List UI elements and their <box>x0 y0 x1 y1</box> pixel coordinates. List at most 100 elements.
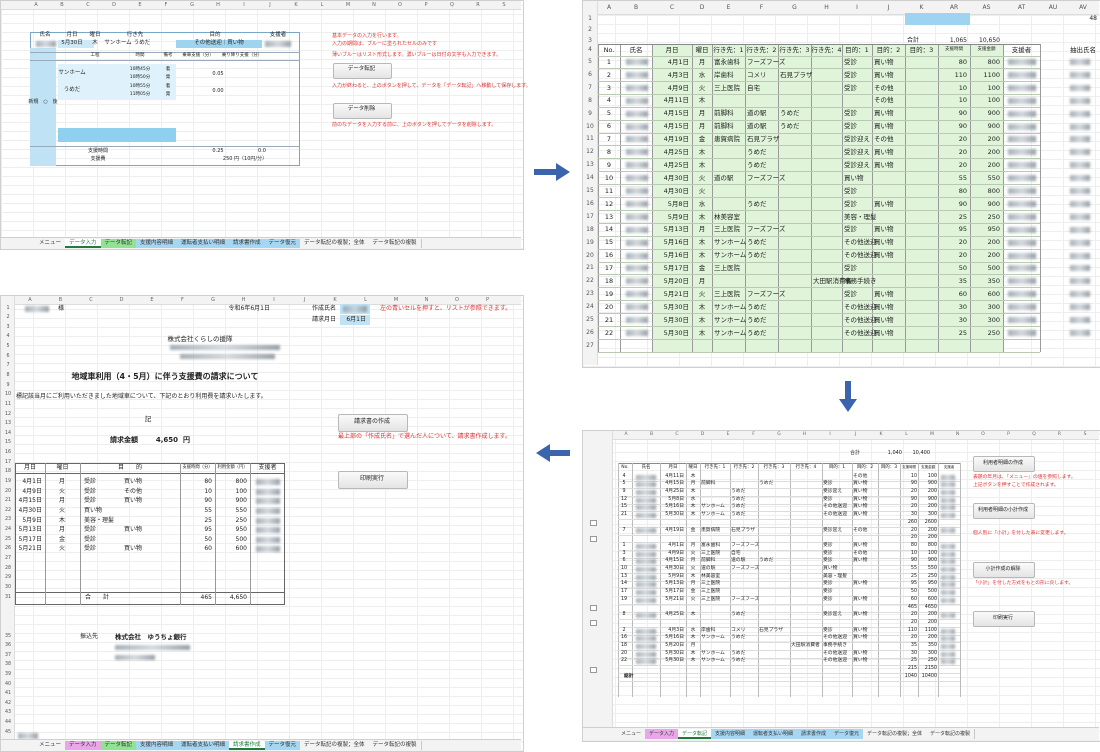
cell-text: 20 <box>910 535 917 541</box>
cell-text: 4月3日 <box>667 70 689 79</box>
sheet-tab[interactable]: 請求書作成 <box>229 239 266 248</box>
sheet-tab[interactable]: 運転者支払い明細 <box>177 741 230 750</box>
cell-text: 5月17日 <box>663 264 689 273</box>
cell-text: その他送迎 <box>844 251 877 260</box>
cell-text: うめだ <box>731 489 746 494</box>
row-number: 29 <box>4 575 12 581</box>
sheet-tab[interactable]: 運転者支払い明細 <box>749 729 798 739</box>
cell-text: 買い物 <box>874 160 894 169</box>
cell-text: 買い物 <box>874 238 894 247</box>
column-rule <box>852 463 853 697</box>
sheet-tab[interactable]: データ入力 <box>645 729 679 739</box>
redacted-name <box>941 559 955 565</box>
column-rule <box>620 44 621 352</box>
cell-text: 19 <box>604 289 614 298</box>
row-rule <box>598 56 1040 57</box>
sheet-tab[interactable]: メニュー <box>35 239 66 248</box>
cell-text: 20 <box>958 238 967 247</box>
button[interactable] <box>973 503 1035 519</box>
sheet-tab[interactable]: メニュー <box>617 729 646 739</box>
sheet-tab[interactable]: データ入力 <box>65 741 102 750</box>
sheet-tab[interactable]: データ転記の複製 <box>368 741 422 750</box>
column-letter: C <box>669 4 675 11</box>
sheet-tab[interactable]: データ入力 <box>65 239 102 248</box>
sheet-tab[interactable]: データ転記の複製；全体 <box>300 741 370 750</box>
cell-text: 木 <box>698 160 706 169</box>
sheet-tab[interactable]: データ復元 <box>264 239 301 248</box>
row-rule <box>618 619 960 621</box>
sheet-tab[interactable]: 請求書作成 <box>229 741 266 750</box>
column-letter: O <box>981 431 985 437</box>
button-label[interactable]: データ削除 <box>347 106 376 113</box>
redacted-name <box>1070 317 1090 323</box>
column-rule <box>250 463 251 605</box>
button[interactable] <box>333 103 392 119</box>
cell-text: うめだ <box>731 512 746 518</box>
sheet-tab[interactable]: データ復元 <box>264 741 301 750</box>
sheet-tab[interactable]: 支援内容明細 <box>711 729 750 739</box>
column-rule <box>970 44 971 352</box>
row-rule <box>598 184 1040 186</box>
cell-text: 12 <box>620 496 628 502</box>
cell-text: 受診迎え <box>823 527 843 533</box>
sheet-tab[interactable]: データ転記の複製；全体 <box>300 239 370 248</box>
sheet-tab[interactable]: データ転記 <box>100 239 137 248</box>
cell-text: 3 <box>622 550 626 556</box>
column-rule <box>822 463 823 697</box>
column-letter: P <box>1007 431 1010 437</box>
sheet-tab[interactable]: データ復元 <box>830 729 864 739</box>
row-number: 13 <box>586 161 594 169</box>
cell-text: 4月9日 <box>22 487 42 495</box>
cell-text: 5月21日 <box>665 596 684 602</box>
cell-text: 受診 <box>844 57 857 66</box>
redacted-name <box>626 213 648 220</box>
sheet-tab[interactable]: 請求書作成 <box>797 729 831 739</box>
cell-text: 合 計 <box>84 594 110 601</box>
column-letter: C <box>675 431 679 437</box>
redacted-name <box>941 636 955 642</box>
cell-text: 200 <box>927 504 937 510</box>
button[interactable] <box>973 562 1035 578</box>
redacted-name <box>941 613 955 619</box>
sheet-tab[interactable]: データ転記 <box>100 741 137 750</box>
button[interactable] <box>333 63 392 79</box>
redacted-name <box>1070 252 1090 259</box>
button-label[interactable]: 小計作成の解除 <box>985 565 1021 572</box>
sheet-tab[interactable]: データ転記の複製 <box>368 239 422 248</box>
row-rule <box>618 673 960 675</box>
cell-text: 900 <box>235 497 247 505</box>
cell-text: 火 <box>698 173 706 182</box>
sheet-tab[interactable]: 運転者支払い明細 <box>177 239 230 248</box>
button-label[interactable]: データ転記 <box>347 66 376 73</box>
sheet-tab[interactable]: 支援内容明細 <box>136 239 178 248</box>
cell-text: その他送迎 <box>844 315 877 324</box>
button[interactable] <box>338 414 408 432</box>
button-label[interactable]: 利用者明細の小計作成 <box>977 506 1029 513</box>
cell-text: 95 <box>958 225 967 234</box>
column-letter: L <box>364 296 367 303</box>
button-label[interactable]: 印刷実行 <box>359 475 385 482</box>
sheet-tab[interactable]: メニュー <box>35 741 66 750</box>
column-letter: I <box>856 4 858 11</box>
cell-text: 550 <box>235 506 247 514</box>
cell-text: うめだ <box>747 160 767 169</box>
button-label[interactable]: 請求書の作成 <box>353 418 391 425</box>
cell-text: 215 <box>907 666 917 672</box>
button[interactable] <box>338 471 408 489</box>
cell-text: 三上医院 <box>714 264 740 273</box>
cell-text: 300 <box>927 650 937 656</box>
cell-text: 5月30日 <box>663 315 689 324</box>
cell-text: 合計 <box>906 37 920 44</box>
row-rule <box>598 68 1040 69</box>
sheet-tab[interactable]: データ転記の複製 <box>926 729 975 739</box>
button[interactable] <box>973 611 1035 627</box>
button-label[interactable]: 印刷実行 <box>992 614 1014 621</box>
sheet-tab[interactable]: データ転記 <box>678 729 712 739</box>
cell-text: 買い物 <box>853 627 868 633</box>
button[interactable] <box>973 456 1035 472</box>
cell-text: 木 <box>698 328 706 337</box>
sheet-tab[interactable]: 支援内容明細 <box>136 741 178 750</box>
cell-text: 950 <box>987 225 1000 234</box>
sheet-tab[interactable]: データ転記の複製；全体 <box>863 729 927 739</box>
button-label[interactable]: 利用者明細の作成 <box>982 459 1024 466</box>
